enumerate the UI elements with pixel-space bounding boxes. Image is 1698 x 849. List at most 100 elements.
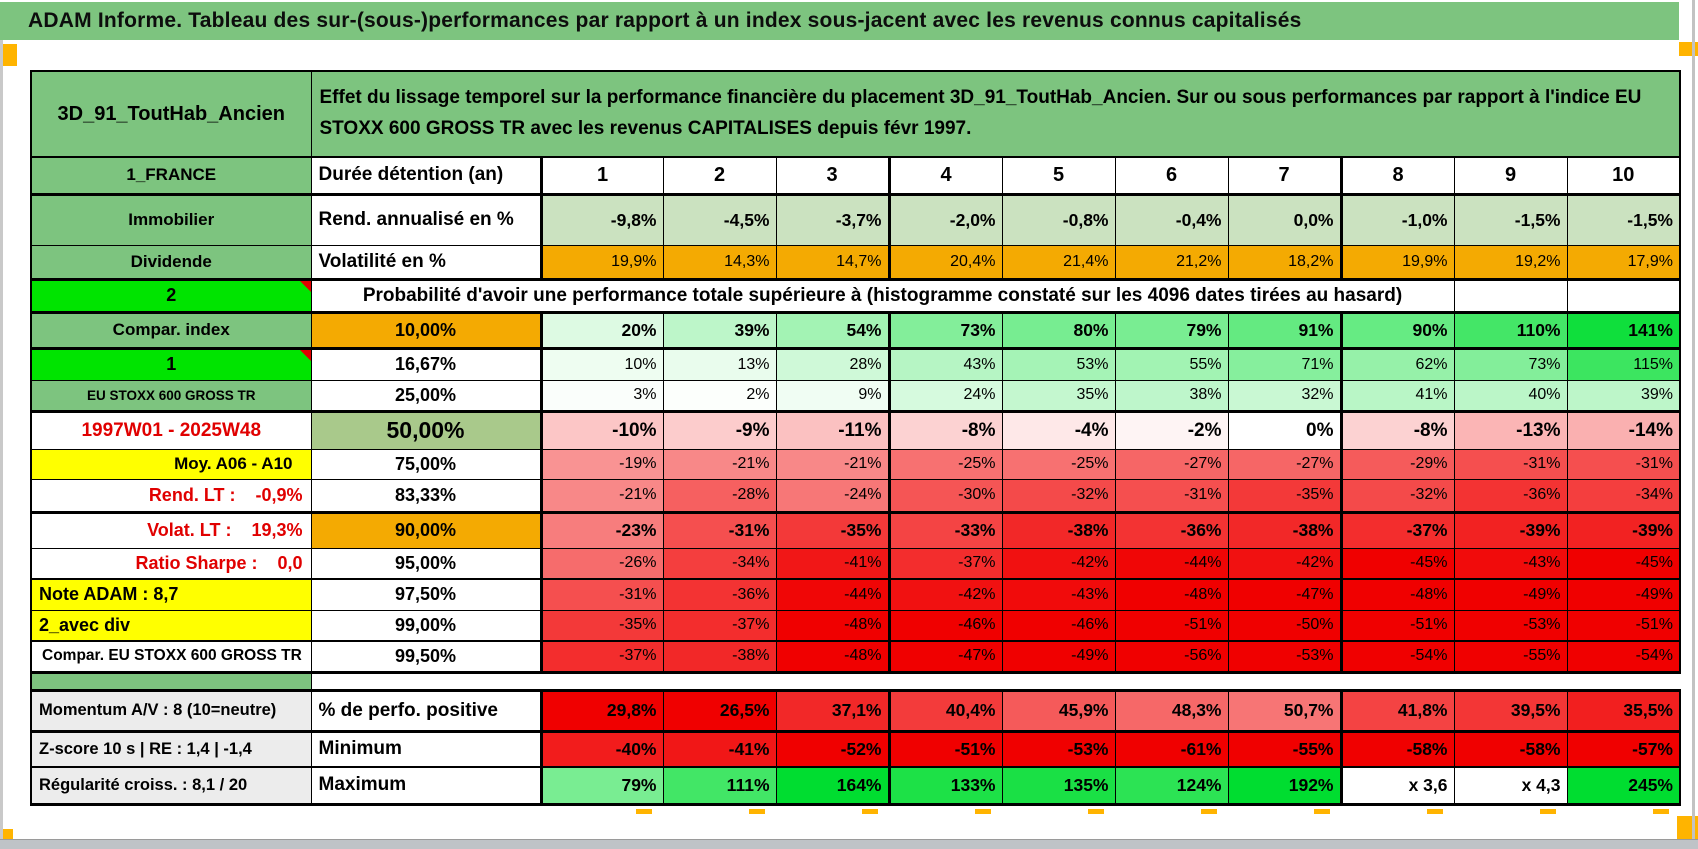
row-label[interactable]: Ratio Sharpe : 0,0 (30, 547, 312, 580)
data-cell[interactable]: -8% (887, 409, 1003, 450)
data-cell[interactable]: -35% (539, 609, 664, 642)
data-cell[interactable]: 141% (1566, 310, 1681, 349)
data-cell[interactable]: 20% (539, 310, 664, 349)
data-cell[interactable]: -31% (539, 578, 664, 611)
row-sublabel[interactable]: 99,00% (310, 609, 542, 642)
data-cell[interactable]: 80% (1001, 310, 1116, 349)
data-cell[interactable]: -36% (1114, 510, 1229, 549)
data-cell[interactable]: -42% (1001, 547, 1116, 580)
data-cell[interactable]: -32% (1339, 478, 1455, 513)
data-cell[interactable]: 90% (1339, 310, 1455, 349)
data-cell[interactable]: -3,7% (775, 192, 890, 246)
data-cell[interactable]: -44% (1114, 547, 1229, 580)
data-cell[interactable]: -36% (662, 578, 777, 611)
data-cell[interactable]: -41% (775, 547, 890, 580)
data-cell[interactable]: -52% (775, 729, 890, 768)
data-cell[interactable]: -48% (1114, 578, 1229, 611)
data-cell[interactable]: -55% (1453, 640, 1568, 674)
data-cell[interactable]: 54% (775, 310, 890, 349)
data-cell[interactable]: -53% (1227, 640, 1342, 674)
data-cell[interactable]: -43% (1001, 578, 1116, 611)
row-label[interactable]: Régularité croiss. : 8,1 / 20 (30, 766, 312, 806)
data-cell[interactable]: -0,8% (1001, 192, 1116, 246)
data-cell[interactable]: 39,5% (1453, 688, 1568, 732)
data-cell[interactable]: 10 (1566, 156, 1681, 195)
data-cell[interactable]: -32% (1001, 478, 1116, 513)
data-cell[interactable]: -27% (1227, 448, 1342, 480)
row-label[interactable]: Z-score 10 s | RE : 1,4 | -1,4 (30, 729, 312, 768)
data-cell[interactable]: -34% (1566, 478, 1681, 513)
data-cell[interactable]: -30% (887, 478, 1003, 513)
row-label[interactable]: Immobilier (30, 192, 312, 246)
data-cell[interactable]: 48,3% (1114, 688, 1229, 732)
data-cell[interactable]: -46% (887, 609, 1003, 642)
data-cell[interactable]: -39% (1453, 510, 1568, 549)
data-cell[interactable]: 124% (1114, 766, 1229, 806)
data-cell[interactable]: 135% (1001, 766, 1116, 806)
data-cell[interactable]: -50% (1227, 609, 1342, 642)
data-cell[interactable]: -38% (1001, 510, 1116, 549)
data-cell[interactable]: -1,5% (1453, 192, 1568, 246)
row-sublabel[interactable]: 25,00% (310, 379, 542, 412)
row-label[interactable]: Rend. LT : -0,9% (30, 478, 312, 513)
placement-name-cell[interactable]: 3D_91_ToutHab_Ancien (30, 70, 312, 158)
data-cell[interactable]: -46% (1001, 609, 1116, 642)
data-cell[interactable]: -54% (1566, 640, 1681, 674)
data-cell[interactable]: -25% (887, 448, 1003, 480)
data-cell[interactable]: 4 (887, 156, 1003, 195)
row-sublabel[interactable]: 83,33% (310, 478, 542, 513)
data-cell[interactable]: -11% (775, 409, 890, 450)
data-cell[interactable]: -53% (1453, 609, 1568, 642)
data-cell[interactable]: -31% (1566, 448, 1681, 480)
data-cell[interactable]: 8 (1339, 156, 1455, 195)
row-sublabel[interactable]: Durée détention (an) (310, 156, 542, 195)
data-cell[interactable]: 111% (662, 766, 777, 806)
data-cell[interactable]: x 3,6 (1339, 766, 1455, 806)
data-cell[interactable]: -51% (887, 729, 1003, 768)
data-cell[interactable]: -19% (539, 448, 664, 480)
data-cell[interactable]: 41,8% (1339, 688, 1455, 732)
data-cell[interactable]: 28% (775, 346, 890, 381)
data-cell[interactable]: 91% (1227, 310, 1342, 349)
data-cell[interactable]: -51% (1339, 609, 1455, 642)
data-cell[interactable]: 26,5% (662, 688, 777, 732)
data-cell[interactable]: -35% (1227, 478, 1342, 513)
data-cell[interactable]: 79% (1114, 310, 1229, 349)
row-label[interactable]: Note ADAM : 8,7 (30, 578, 312, 611)
data-cell[interactable]: -27% (1114, 448, 1229, 480)
data-cell[interactable]: -9% (662, 409, 777, 450)
data-cell[interactable]: -45% (1566, 547, 1681, 580)
data-cell[interactable]: -49% (1001, 640, 1116, 674)
data-cell[interactable]: -26% (539, 547, 664, 580)
data-cell[interactable]: -54% (1339, 640, 1455, 674)
row-sublabel[interactable]: 10,00% (310, 310, 542, 349)
data-cell[interactable]: -4% (1001, 409, 1116, 450)
data-cell[interactable]: -42% (887, 578, 1003, 611)
row-label[interactable]: 1 (30, 346, 312, 381)
data-cell[interactable]: -1,0% (1339, 192, 1455, 246)
data-cell[interactable]: -49% (1566, 578, 1681, 611)
data-cell[interactable]: 6 (1114, 156, 1229, 195)
row-sublabel[interactable]: Minimum (310, 729, 542, 768)
data-cell[interactable]: 35,5% (1566, 688, 1681, 732)
data-cell[interactable]: -25% (1001, 448, 1116, 480)
data-cell[interactable]: 24% (887, 379, 1003, 412)
data-cell[interactable]: -4,5% (662, 192, 777, 246)
data-cell[interactable]: -36% (1453, 478, 1568, 513)
row-label[interactable]: Compar. index (30, 310, 312, 349)
data-cell[interactable]: 39% (662, 310, 777, 349)
data-cell[interactable]: -58% (1453, 729, 1568, 768)
data-cell[interactable]: -37% (539, 640, 664, 674)
data-cell[interactable]: -23% (539, 510, 664, 549)
data-cell[interactable]: 53% (1001, 346, 1116, 381)
row-sublabel[interactable]: 50,00% (310, 409, 542, 450)
data-cell[interactable]: -21% (775, 448, 890, 480)
data-cell[interactable]: 17,9% (1566, 244, 1681, 280)
data-cell[interactable]: 38% (1114, 379, 1229, 412)
data-cell[interactable]: -1,5% (1566, 192, 1681, 246)
row-sublabel[interactable]: 95,00% (310, 547, 542, 580)
data-cell[interactable]: -24% (775, 478, 890, 513)
data-cell[interactable]: 245% (1566, 766, 1681, 806)
data-cell[interactable]: -33% (887, 510, 1003, 549)
data-cell[interactable]: 192% (1227, 766, 1342, 806)
